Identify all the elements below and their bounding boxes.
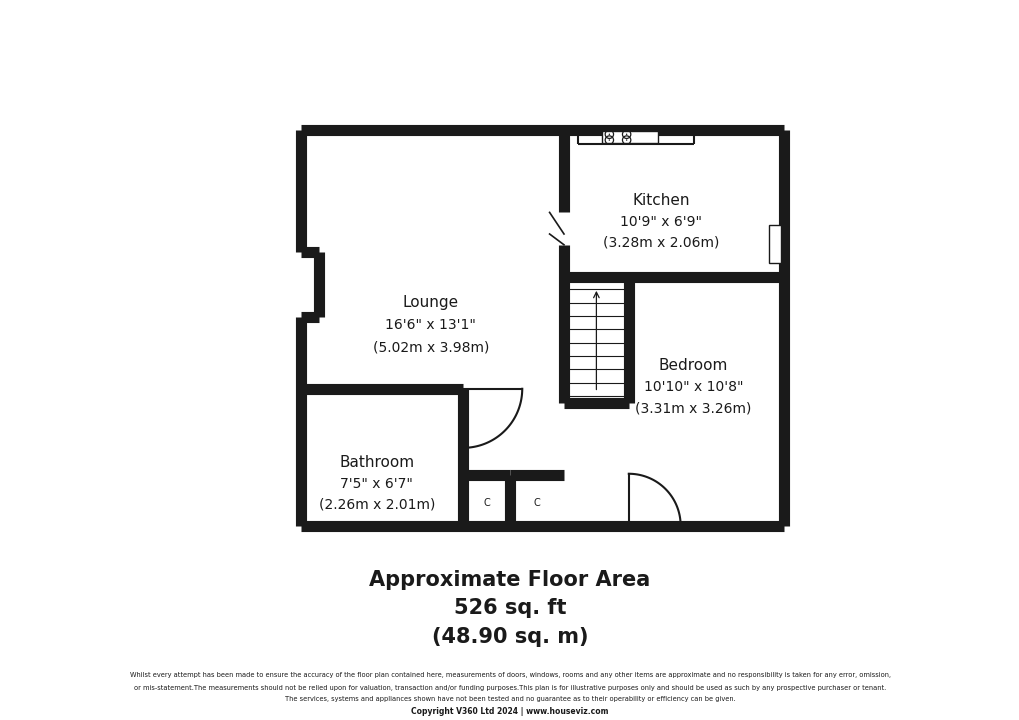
Text: C: C	[483, 498, 489, 508]
Circle shape	[626, 133, 627, 135]
Text: C: C	[533, 498, 539, 508]
Text: (3.31m x 3.26m): (3.31m x 3.26m)	[635, 402, 751, 416]
Text: (5.02m x 3.98m): (5.02m x 3.98m)	[372, 340, 488, 354]
Bar	[601, 131, 657, 143]
Text: Kitchen: Kitchen	[632, 193, 689, 207]
Text: Copyright V360 Ltd 2024 | www.houseviz.com: Copyright V360 Ltd 2024 | www.houseviz.c…	[411, 707, 608, 716]
Text: (3.28m x 2.06m): (3.28m x 2.06m)	[602, 235, 718, 250]
Text: 10'10" x 10'8": 10'10" x 10'8"	[643, 380, 743, 395]
Circle shape	[608, 133, 609, 135]
Text: Lounge: Lounge	[403, 295, 459, 310]
Text: 16'6" x 13'1": 16'6" x 13'1"	[385, 318, 476, 333]
Text: 526 sq. ft: 526 sq. ft	[453, 598, 566, 618]
Circle shape	[608, 139, 609, 141]
Text: (2.26m x 2.01m): (2.26m x 2.01m)	[318, 498, 434, 512]
Text: (48.90 sq. m): (48.90 sq. m)	[431, 627, 588, 647]
Text: 7'5" x 6'7": 7'5" x 6'7"	[340, 477, 413, 491]
Bar	[768, 225, 781, 263]
Text: Approximate Floor Area: Approximate Floor Area	[369, 570, 650, 590]
Text: Bedroom: Bedroom	[658, 359, 728, 373]
Text: The services, systems and appliances shown have not been tested and no guarantee: The services, systems and appliances sho…	[284, 696, 735, 702]
Text: Whilst every attempt has been made to ensure the accuracy of the floor plan cont: Whilst every attempt has been made to en…	[129, 672, 890, 678]
Text: 10'9" x 6'9": 10'9" x 6'9"	[620, 215, 701, 229]
Text: or mis-statement.The measurements should not be relied upon for valuation, trans: or mis-statement.The measurements should…	[133, 685, 886, 690]
Circle shape	[626, 139, 627, 141]
Text: Bathroom: Bathroom	[339, 455, 414, 469]
